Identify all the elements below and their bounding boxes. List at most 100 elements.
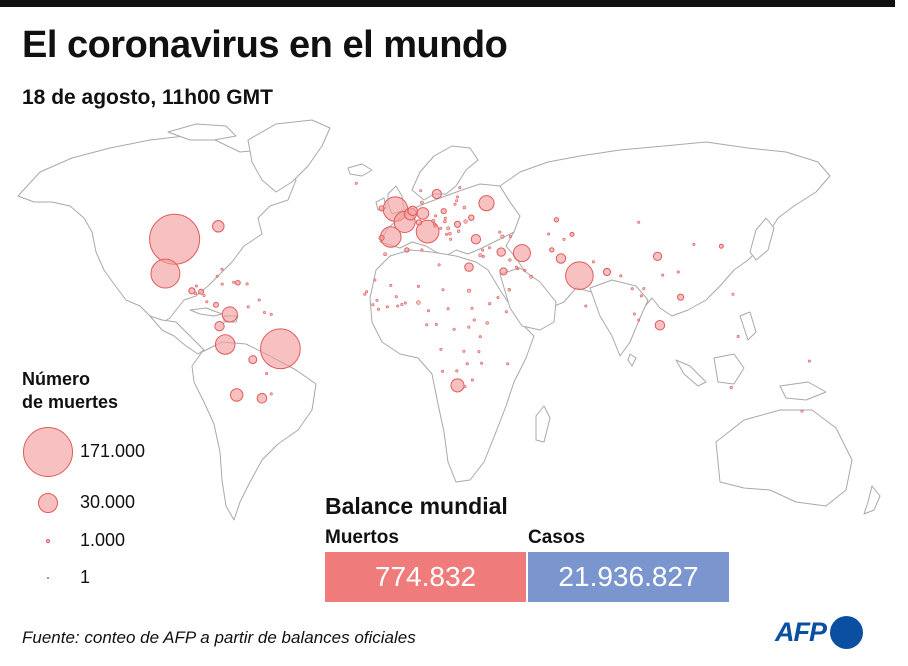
bubble-trinidad-y-tobago xyxy=(257,298,261,302)
bubble-benín xyxy=(403,301,407,305)
cases-label: Casos xyxy=(528,527,586,548)
bubble-jordania xyxy=(481,254,485,258)
bubble-rd-congo xyxy=(452,327,456,331)
bubble-moldavia xyxy=(463,219,468,224)
bubble-mauritania xyxy=(373,278,377,282)
bubble-japón xyxy=(718,243,724,249)
bubble-suecia xyxy=(431,188,442,200)
bubble-kazajistán xyxy=(553,217,560,223)
legend-circle-1 xyxy=(37,492,59,514)
bubble-rep-dominicana xyxy=(235,279,241,286)
bubble-malaui xyxy=(477,350,481,354)
bubble-camerún xyxy=(426,309,431,313)
bubble-bosnia xyxy=(439,226,443,230)
bubble-letonia xyxy=(455,199,459,203)
bubble-venezuela xyxy=(246,305,250,309)
bubble-egipto xyxy=(464,262,474,272)
bubble-china xyxy=(652,251,663,262)
bubble-níger xyxy=(416,284,420,288)
bubble-bolivia xyxy=(248,355,258,365)
bubble-bielorrusia xyxy=(462,205,467,210)
bubble-uruguay xyxy=(269,392,273,396)
bubble-nigeria xyxy=(416,300,421,305)
bubble-georgia xyxy=(498,230,502,234)
bubble-myanmar xyxy=(619,274,623,278)
page-subtitle: 18 de agosto, 11h00 GMT xyxy=(22,86,273,109)
bubble-bangladés xyxy=(602,267,612,277)
land-india xyxy=(589,279,649,357)
bubble-suiza xyxy=(415,219,423,226)
bubble-libia xyxy=(437,263,441,267)
legend-label-3: 1 xyxy=(80,567,91,587)
bubble-líbano xyxy=(481,248,485,252)
legend-title-line1: Número xyxy=(22,369,91,389)
world-map xyxy=(17,119,881,521)
bubble-singapur xyxy=(637,318,641,322)
bubble-dinamarca xyxy=(420,200,424,205)
bubble-finlandia xyxy=(458,186,462,190)
land-australia xyxy=(715,409,853,507)
bubble-panamá xyxy=(213,301,219,308)
legend-title-line2: de muertes xyxy=(22,392,119,412)
bubble-india xyxy=(565,261,594,290)
bubble-kirguistán xyxy=(569,231,575,237)
bubble-kuwait xyxy=(508,258,512,262)
land-philippines xyxy=(739,311,757,341)
bubble-albania xyxy=(444,232,448,236)
legend-circle-3 xyxy=(46,576,50,580)
bubble-alemania xyxy=(416,207,430,220)
bubble-paraguay xyxy=(265,371,269,375)
land-borneo xyxy=(713,353,745,385)
bubble-rusia xyxy=(478,195,495,212)
bubble-túnez xyxy=(420,248,424,252)
bubble-eslovaquia xyxy=(443,216,447,220)
bubble-uganda xyxy=(472,318,476,322)
bubble-camboya xyxy=(639,294,643,298)
bubble-colombia xyxy=(221,306,238,323)
bubble-botsuana xyxy=(455,369,459,373)
bubble-esuatini xyxy=(470,378,474,382)
bubble-azerbaiyán xyxy=(508,234,513,238)
land-madagascar xyxy=(535,405,551,443)
bubble-brasil xyxy=(260,328,301,370)
bubble-bahamas xyxy=(220,267,224,271)
bubble-gambia xyxy=(363,292,367,296)
bubble-madagascar xyxy=(506,362,510,366)
land-iceland xyxy=(347,163,373,177)
bubble-irak xyxy=(496,247,506,257)
bubble-costa-de-marfil xyxy=(385,305,389,309)
bubble-marruecos xyxy=(383,252,387,257)
deaths-label: Muertos xyxy=(325,527,399,548)
bubble-siria xyxy=(487,246,491,250)
bubble-república-centroafricana xyxy=(446,307,450,311)
bubble-liberia xyxy=(376,307,380,311)
bubble-papúa-nueva-guinea xyxy=(736,335,740,339)
bubble-namibia xyxy=(441,369,445,373)
source-note: Fuente: conteo de AFP a partir de balanc… xyxy=(22,628,416,647)
legend-label-0: 171.000 xyxy=(80,441,146,461)
bubble-ghana xyxy=(396,304,400,308)
bubble-burkina-faso xyxy=(394,295,398,299)
bubble-zambia xyxy=(462,349,466,353)
bubble-uzbekistán xyxy=(547,232,551,236)
cases-value: 21.936.827 xyxy=(558,561,699,592)
bubble-estonia xyxy=(455,195,459,199)
bubble-yemen xyxy=(507,288,511,292)
bubble-argentina xyxy=(256,393,268,404)
bubble-islandia xyxy=(354,181,358,185)
bubble-puerto-rico xyxy=(245,282,249,286)
bubble-noruega xyxy=(419,189,423,193)
cases-value-box: 21.936.827 xyxy=(528,552,729,602)
bubble-belice xyxy=(195,284,199,288)
bubble-emiratos-árabes xyxy=(523,269,527,273)
bubble-angola xyxy=(439,347,443,351)
land-sumatra xyxy=(675,359,707,387)
bubble-zimbabue xyxy=(465,362,469,366)
land-new-guinea xyxy=(779,381,827,401)
page-title: El coronavirus en el mundo xyxy=(22,24,508,66)
bubble-sri-lanka xyxy=(584,304,588,308)
land-central-america xyxy=(149,315,205,355)
bubble-sierra-leona xyxy=(371,303,375,307)
bubble-bulgaria xyxy=(456,229,461,233)
afp-logo: AFP xyxy=(775,614,863,650)
